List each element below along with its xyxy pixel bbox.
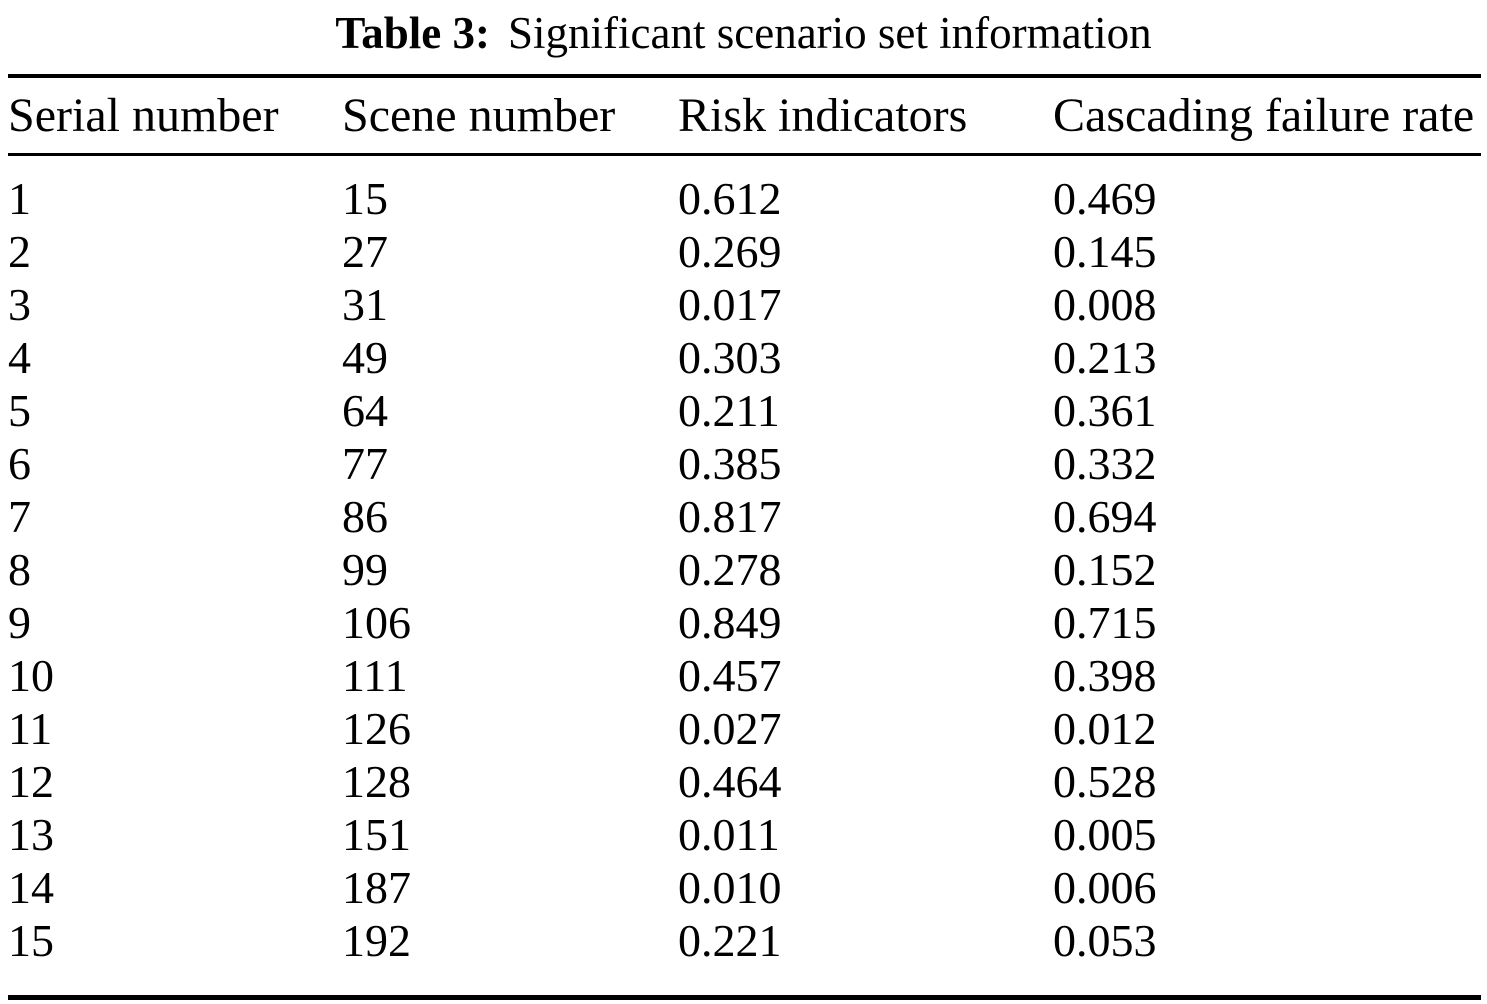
- table-row: 15 192 0.221 0.053: [8, 914, 1481, 1000]
- table-body: 1 15 0.612 0.469 2 27 0.269 0.145 3 31 0.017 0.008 4…: [8, 155, 1481, 1000]
- table-row: 9 106 0.849 0.715: [8, 596, 1481, 649]
- table-cell: 0.612: [678, 173, 782, 224]
- table-cell: 3: [8, 279, 31, 330]
- table-cell: 0.053: [1053, 914, 1481, 1000]
- table-cell: 0.027: [678, 703, 782, 754]
- table-cell: 9: [8, 597, 31, 648]
- table-cell: 49: [342, 332, 388, 383]
- table-cell: 0.213: [1053, 332, 1157, 383]
- table-row: 10 111 0.457 0.398: [8, 649, 1481, 702]
- column-header-scene-number: Scene number: [342, 74, 678, 156]
- table-cell: 2: [8, 226, 31, 277]
- table-cell: 27: [342, 226, 388, 277]
- table-row: 6 77 0.385 0.332: [8, 437, 1481, 490]
- table-cell: 0.011: [678, 809, 780, 860]
- table-cell: 0.332: [1053, 438, 1157, 489]
- table-row: 4 49 0.303 0.213: [8, 331, 1481, 384]
- table-cell: 0.849: [678, 597, 782, 648]
- table-cell: 0.012: [1053, 703, 1157, 754]
- table-cell: 0.464: [678, 756, 782, 807]
- table-cell: 31: [342, 279, 388, 330]
- table-cell: 86: [342, 491, 388, 542]
- table-cell: 99: [342, 544, 388, 595]
- table-cell: 11: [8, 703, 53, 754]
- table-cell: 0.457: [678, 650, 782, 701]
- table-cell: 12: [8, 756, 54, 807]
- table-row: 13 151 0.011 0.005: [8, 808, 1481, 861]
- table-cell: 0.715: [1053, 597, 1157, 648]
- table-cell: 15: [342, 173, 388, 224]
- table-cell: 10: [8, 650, 54, 701]
- table-cell: 0.010: [678, 862, 782, 913]
- table-cell: 0.303: [678, 332, 782, 383]
- table-cell: 187: [342, 862, 411, 913]
- table-row: 11 126 0.027 0.012: [8, 702, 1481, 755]
- table-cell: 5: [8, 385, 31, 436]
- table-cell: 7: [8, 491, 31, 542]
- table-row: 2 27 0.269 0.145: [8, 225, 1481, 278]
- table-cell: 6: [8, 438, 31, 489]
- table-cell: 0.008: [1053, 279, 1157, 330]
- table-cell: 0.469: [1053, 173, 1157, 224]
- column-header-cascading-failure-rate: Cascading failure rate: [1053, 74, 1481, 156]
- table-cell: 106: [342, 597, 411, 648]
- table-cell: 77: [342, 438, 388, 489]
- scenario-table: Serial number Scene number Risk indicato…: [8, 74, 1481, 1000]
- table-cell: 0.278: [678, 544, 782, 595]
- table-cell: 4: [8, 332, 31, 383]
- table-cell: 0.269: [678, 226, 782, 277]
- table-cell: 0.005: [1053, 809, 1157, 860]
- table-row: 3 31 0.017 0.008: [8, 278, 1481, 331]
- table-cell: 128: [342, 756, 411, 807]
- table-cell: 0.152: [1053, 544, 1157, 595]
- table-cell: 0.528: [1053, 756, 1157, 807]
- table-cell: 0.221: [678, 914, 1053, 1000]
- table-row: 7 86 0.817 0.694: [8, 490, 1481, 543]
- table-cell: 0.145: [1053, 226, 1157, 277]
- table-cell: 192: [342, 914, 678, 1000]
- table-cell: 126: [342, 703, 411, 754]
- column-header-serial-number: Serial number: [8, 74, 342, 156]
- table-cell: 0.006: [1053, 862, 1157, 913]
- table-caption-label: Table 3:: [335, 8, 491, 58]
- table-cell: 0.361: [1053, 385, 1157, 436]
- table-cell: 14: [8, 862, 54, 913]
- table-row: 12 128 0.464 0.528: [8, 755, 1481, 808]
- table-cell: 8: [8, 544, 31, 595]
- table-row: 1 15 0.612 0.469: [8, 155, 1481, 226]
- table-cell: 13: [8, 809, 54, 860]
- table-header: Serial number Scene number Risk indicato…: [8, 74, 1481, 156]
- table-cell: 151: [342, 809, 411, 860]
- table-cell: 0.211: [678, 385, 780, 436]
- table-cell: 0.385: [678, 438, 782, 489]
- table-caption: Table 3: Significant scenario set informa…: [0, 0, 1487, 74]
- table-caption-text: Significant scenario set information: [508, 8, 1152, 58]
- table-cell: 64: [342, 385, 388, 436]
- table-cell: 0.817: [678, 491, 782, 542]
- table-cell: 0.398: [1053, 650, 1157, 701]
- table-cell: 0.017: [678, 279, 782, 330]
- table-row: 5 64 0.211 0.361: [8, 384, 1481, 437]
- table-cell: 0.694: [1053, 491, 1157, 542]
- table-cell: 1: [8, 173, 31, 224]
- table-cell: 15: [8, 914, 342, 1000]
- table-row: 8 99 0.278 0.152: [8, 543, 1481, 596]
- table-cell: 111: [342, 650, 408, 701]
- table-row: 14 187 0.010 0.006: [8, 861, 1481, 914]
- column-header-risk-indicators: Risk indicators: [678, 74, 1053, 156]
- table-header-row: Serial number Scene number Risk indicato…: [8, 74, 1481, 156]
